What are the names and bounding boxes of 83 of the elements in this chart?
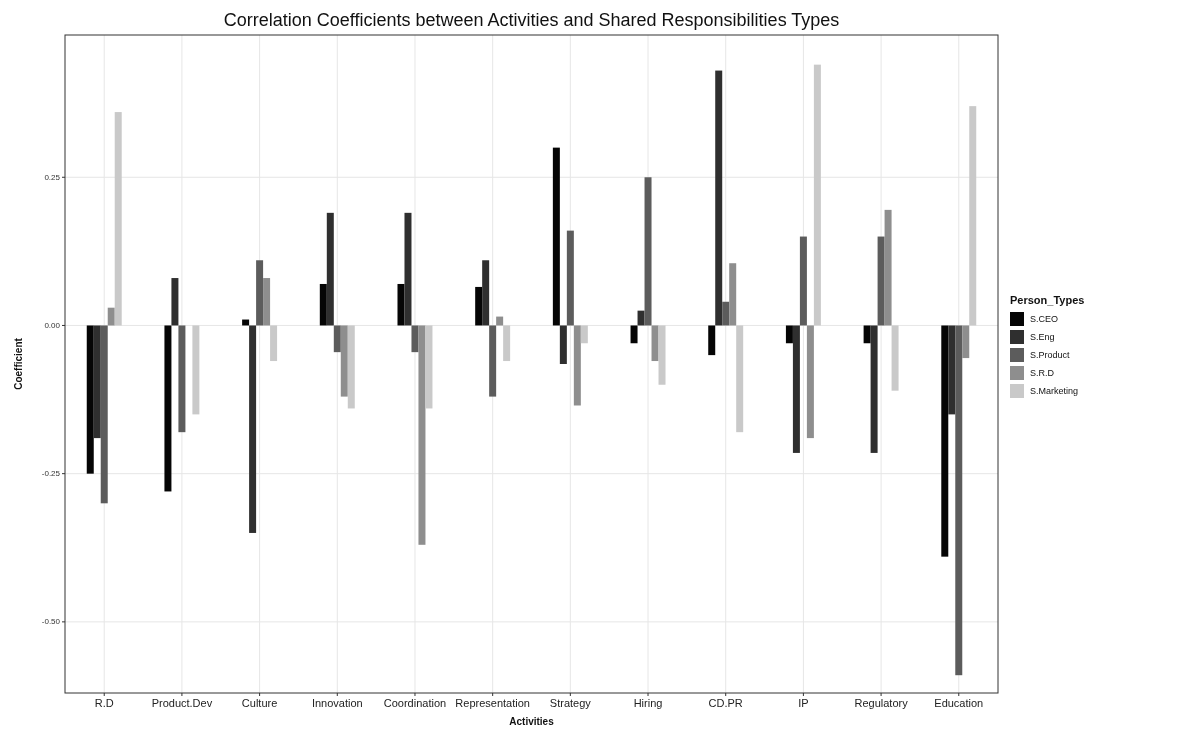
x-tick-label: Innovation xyxy=(311,697,363,709)
bar xyxy=(249,325,257,533)
bar xyxy=(340,325,348,397)
bar xyxy=(637,310,645,326)
bar xyxy=(489,325,497,397)
bar xyxy=(192,325,200,415)
legend-label: S.CEO xyxy=(1030,313,1059,324)
bar xyxy=(792,325,800,453)
bar xyxy=(164,325,172,492)
bar xyxy=(736,325,744,433)
bar xyxy=(319,283,327,326)
x-tick-label: CD.PR xyxy=(708,697,743,709)
bar xyxy=(397,283,405,326)
bar xyxy=(107,307,115,326)
bar xyxy=(411,325,419,353)
x-tick-label: Representation xyxy=(455,697,530,709)
x-tick-label: Product.Dev xyxy=(151,697,213,709)
bar xyxy=(326,212,334,326)
bar xyxy=(404,212,412,326)
bar xyxy=(891,325,899,391)
x-tick-label: Education xyxy=(934,697,984,709)
bar xyxy=(503,325,511,362)
bar xyxy=(630,325,638,344)
bar xyxy=(799,236,807,326)
legend-label: S.R.D xyxy=(1030,367,1055,378)
bar xyxy=(870,325,878,453)
x-tick-label: R.D xyxy=(94,697,114,709)
bar xyxy=(552,147,560,326)
legend-label: S.Marketing xyxy=(1030,385,1079,396)
bar xyxy=(496,316,504,326)
x-axis-title: Activities xyxy=(509,716,555,727)
x-tick-label: IP xyxy=(798,697,809,709)
bar xyxy=(969,106,977,326)
bar xyxy=(93,325,101,439)
x-tick-label: Culture xyxy=(241,697,278,709)
chart-title: Correlation Coefficients between Activities and Shared Responsibilities Types xyxy=(223,10,840,30)
bar xyxy=(644,177,652,326)
bar xyxy=(482,260,490,326)
x-tick-label: Regulatory xyxy=(854,697,909,709)
bar xyxy=(884,209,892,326)
bar xyxy=(418,325,426,545)
bar xyxy=(263,278,271,326)
y-tick-label: 0.00 xyxy=(44,321,61,331)
y-tick-label: 0.25 xyxy=(44,172,61,182)
bar xyxy=(941,325,949,557)
bar xyxy=(566,230,574,326)
bar xyxy=(256,260,264,326)
bar xyxy=(962,325,970,359)
bar xyxy=(573,325,581,406)
bar xyxy=(813,64,821,326)
bar xyxy=(347,325,355,409)
bar xyxy=(715,70,723,326)
bar xyxy=(475,286,483,326)
y-axis-title: Coefficient xyxy=(13,337,24,390)
bar xyxy=(114,112,122,326)
bar xyxy=(863,325,871,344)
y-tick-label: -0.25 xyxy=(41,469,61,479)
bar xyxy=(580,325,588,344)
legend-label: S.Eng xyxy=(1030,331,1055,342)
bar xyxy=(559,325,567,364)
bar xyxy=(425,325,433,409)
bar xyxy=(877,236,885,326)
bar xyxy=(948,325,956,415)
bar xyxy=(86,325,94,474)
bar xyxy=(729,263,737,326)
bar xyxy=(333,325,341,353)
bar xyxy=(171,278,179,326)
x-tick-label: Hiring xyxy=(633,697,663,709)
legend-title: Person_Types xyxy=(1010,294,1085,306)
bar xyxy=(785,325,793,344)
bar xyxy=(178,325,186,433)
legend-label: S.Product xyxy=(1030,349,1071,360)
bar xyxy=(658,325,666,385)
bar xyxy=(722,301,730,326)
y-tick-label: -0.50 xyxy=(41,617,61,627)
x-tick-label: Coordination xyxy=(383,697,447,709)
bar xyxy=(708,325,716,356)
bar xyxy=(100,325,108,504)
bar xyxy=(270,325,278,362)
bar xyxy=(955,325,963,676)
bar xyxy=(806,325,814,439)
bar xyxy=(651,325,659,362)
x-tick-label: Strategy xyxy=(549,697,592,709)
